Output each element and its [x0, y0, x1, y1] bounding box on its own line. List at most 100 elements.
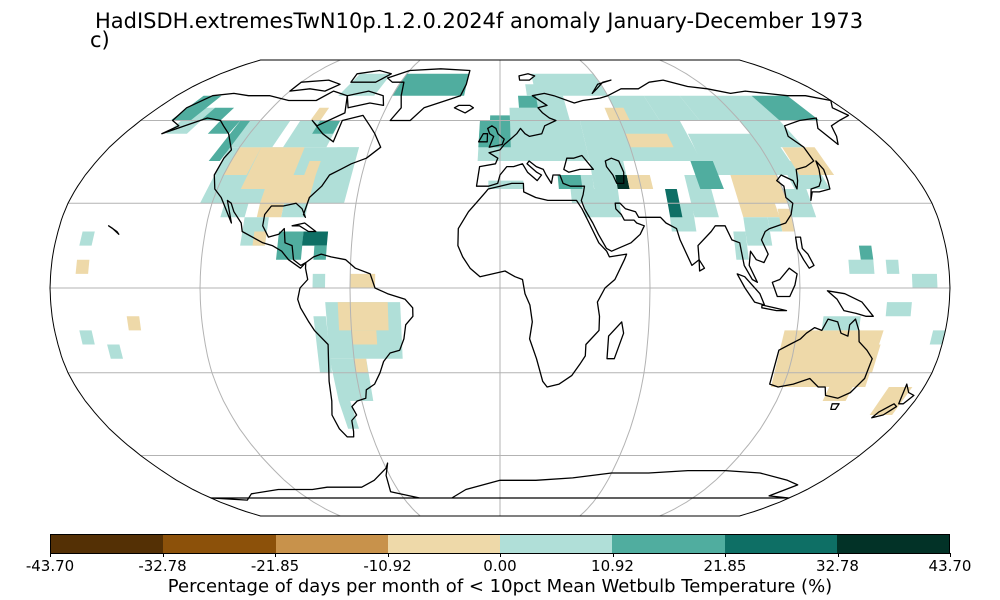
coastline	[289, 79, 341, 92]
coastline	[563, 154, 595, 173]
anomaly-cell	[313, 316, 332, 373]
anomaly-cell	[312, 273, 326, 288]
anomaly-cell	[337, 302, 389, 331]
colorbar-segment	[836, 535, 949, 553]
coastline	[761, 304, 788, 312]
anomaly-cell	[518, 95, 538, 108]
anomaly-cell	[557, 175, 583, 189]
anomaly-cell	[126, 316, 142, 331]
map-title: HadISDH.extremesTwN10p.1.2.0.2024f anoma…	[95, 9, 864, 33]
colorbar-tick-mark	[950, 553, 951, 557]
anomaly-cell	[392, 73, 469, 96]
colorbar-segment	[51, 535, 164, 553]
coastline	[453, 104, 475, 114]
map-area	[49, 59, 951, 517]
anomaly-cell	[751, 95, 820, 121]
coastline	[769, 318, 873, 399]
globe-outline	[49, 59, 951, 517]
colorbar-tick-mark	[387, 553, 389, 557]
coastline	[350, 69, 392, 83]
panel-label: c)	[90, 28, 110, 52]
colorbar-segment	[387, 535, 500, 553]
anomaly-cell	[848, 259, 875, 274]
anomaly-cell	[911, 273, 938, 288]
coastline	[898, 383, 915, 405]
coastline	[698, 259, 706, 272]
anomaly-cell	[107, 344, 123, 359]
colorbar-tick-label: -32.78	[138, 557, 187, 575]
colorbar-segment	[500, 535, 613, 553]
coastline	[830, 403, 840, 411]
colorbar-tick-mark	[612, 553, 614, 557]
coastline	[810, 160, 831, 202]
anomaly-cell	[281, 203, 308, 218]
anomaly-cell	[625, 133, 674, 148]
colorbar-tick-label: 21.85	[703, 557, 747, 575]
anomaly-cell	[351, 330, 378, 345]
anomaly-cell	[929, 330, 946, 345]
coastline	[161, 90, 382, 269]
anomaly-cell	[885, 302, 912, 317]
anomaly-cell	[733, 231, 749, 260]
anomaly-cell	[615, 175, 630, 189]
colorbar-segment	[275, 535, 388, 553]
anomaly-cell	[170, 95, 222, 121]
colorbar-tick-label: 32.78	[816, 557, 859, 575]
anomaly-cell	[79, 231, 95, 246]
colorbar-tick-label: -10.92	[363, 557, 412, 575]
coastline	[386, 68, 471, 122]
anomaly-cell	[313, 245, 327, 260]
anomaly-cell	[354, 358, 368, 373]
colorbar-tick-mark	[162, 553, 164, 557]
anomaly-cell	[643, 95, 700, 121]
coastline	[771, 267, 798, 298]
coastline	[210, 462, 799, 501]
anomaly-cell	[350, 273, 376, 288]
colorbar-tick-mark	[837, 553, 839, 557]
coastline	[475, 79, 850, 283]
anomaly-cell	[885, 259, 900, 274]
colorbar-tick-mark	[275, 553, 276, 557]
coastline	[826, 290, 874, 317]
anomaly-cell	[869, 387, 913, 415]
anomaly-cell	[338, 73, 392, 96]
coastline	[871, 403, 898, 419]
colorbar-label: Percentage of days per month of < 10pct …	[167, 576, 833, 597]
coastline	[487, 125, 505, 148]
anomaly-cell	[256, 203, 284, 218]
anomaly-cell	[276, 231, 304, 260]
colorbar-tick-label: -21.85	[250, 557, 300, 575]
coastline	[591, 79, 612, 95]
coastline	[107, 225, 120, 235]
coastline	[291, 222, 317, 233]
anomaly-cell	[743, 217, 773, 246]
coastline	[477, 133, 489, 143]
anomaly-cell	[338, 401, 359, 429]
anomaly-cell	[200, 107, 235, 121]
graticule	[50, 60, 950, 516]
anomaly-cell	[822, 372, 860, 401]
colorbar	[50, 534, 950, 554]
anomaly-cell	[690, 161, 724, 189]
colorbar-tick-mark	[500, 553, 501, 557]
anomaly-cell	[531, 73, 608, 96]
colorbar-tick-mark	[50, 553, 51, 557]
anomaly-cell	[478, 120, 511, 148]
coastline	[794, 236, 815, 269]
anomaly-cell	[302, 231, 329, 246]
anomaly-cell	[252, 231, 267, 246]
coastline	[457, 182, 628, 388]
anomaly-cell	[848, 344, 881, 373]
anomaly-cell	[782, 147, 835, 175]
anomaly-cell	[821, 316, 861, 331]
coastlines	[107, 68, 915, 501]
colorbar-tick-label: 0.00	[483, 557, 517, 575]
coastline	[346, 90, 385, 109]
anomaly-cell	[249, 120, 271, 134]
colorbar-tick-label: 43.70	[928, 557, 972, 575]
coastline	[297, 253, 414, 438]
coastline	[604, 157, 625, 185]
colorbar-tick-label: 10.92	[591, 557, 634, 575]
colorbar-tick-mark	[725, 553, 726, 557]
colorbar-segment	[724, 535, 837, 553]
